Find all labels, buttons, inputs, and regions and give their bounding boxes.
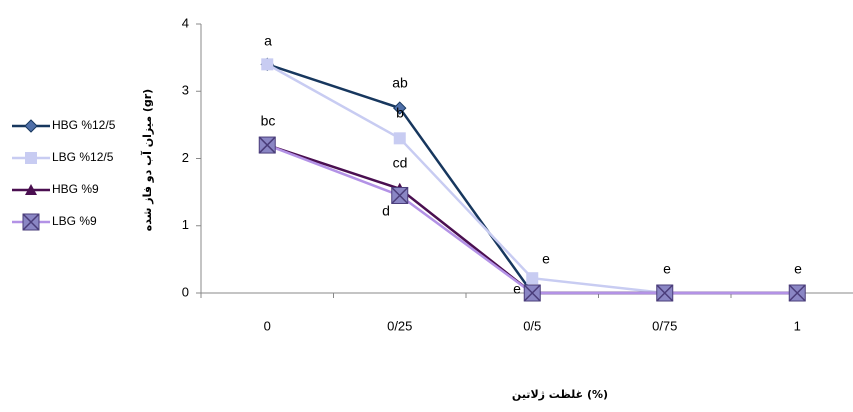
marker-cross xyxy=(22,213,40,231)
y-tick-label: 0 xyxy=(182,284,189,299)
point xyxy=(22,213,40,231)
point xyxy=(656,284,674,302)
point xyxy=(526,272,539,285)
annotation: e xyxy=(794,261,802,277)
marker-cross xyxy=(523,284,541,302)
marker-cross xyxy=(656,284,674,302)
series-line xyxy=(266,63,798,295)
legend-label: LBG %9 xyxy=(52,214,97,228)
annotation: e xyxy=(663,261,671,277)
point xyxy=(788,284,806,302)
legend-label: LBG %12/5 xyxy=(52,150,114,164)
annotation: e xyxy=(542,251,550,267)
marker-cross xyxy=(391,186,409,205)
point xyxy=(261,58,274,71)
x-tick-label: 0 xyxy=(264,318,271,333)
x-tick-label: 0/5 xyxy=(523,318,541,333)
series-line xyxy=(266,143,798,295)
point xyxy=(24,119,38,133)
marker-cross xyxy=(788,284,806,302)
annotation: d xyxy=(382,203,390,219)
legend-label: HBG %12/5 xyxy=(52,118,116,132)
y-tick-label: 2 xyxy=(182,150,189,165)
y-axis-title: میزان آب دو فاز شده (gr) xyxy=(140,89,154,231)
annotation: cd xyxy=(393,155,408,171)
point xyxy=(391,186,409,205)
x-tick-label: 1 xyxy=(794,318,801,333)
point xyxy=(25,184,37,195)
x-tick-label: 0/25 xyxy=(387,318,412,333)
series-line xyxy=(266,143,798,295)
y-tick-label: 1 xyxy=(182,217,189,232)
annotation: e xyxy=(513,281,521,297)
point xyxy=(258,136,276,154)
x-tick-label: 0/75 xyxy=(652,318,677,333)
y-tick-label: 4 xyxy=(182,15,189,30)
y-tick-label: 3 xyxy=(182,83,189,98)
annotation: b xyxy=(396,105,404,121)
x-axis-title: غلظت ژلاتین (%) xyxy=(512,388,608,401)
point xyxy=(523,284,541,302)
point xyxy=(25,152,37,164)
point xyxy=(393,101,407,115)
marker-cross xyxy=(258,136,276,154)
series-line xyxy=(266,63,798,295)
point xyxy=(393,132,406,145)
legend-label: HBG %9 xyxy=(52,182,99,196)
annotation: ab xyxy=(392,75,408,91)
annotation: bc xyxy=(261,113,276,129)
annotation: a xyxy=(264,33,272,49)
